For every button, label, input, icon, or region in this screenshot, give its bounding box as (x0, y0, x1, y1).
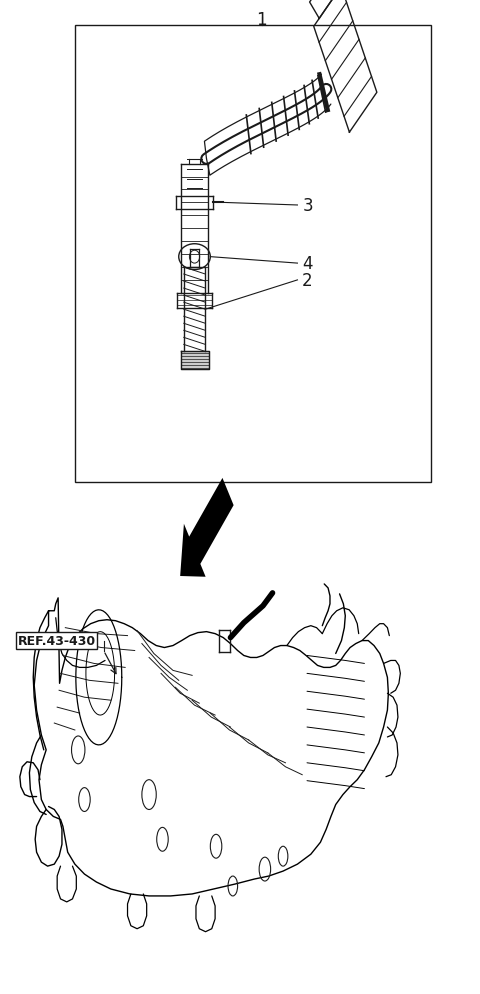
Text: 1: 1 (256, 11, 267, 29)
Polygon shape (180, 352, 208, 370)
Text: 3: 3 (302, 197, 313, 215)
Text: 2: 2 (302, 271, 313, 289)
Polygon shape (180, 478, 234, 578)
Bar (75, 26, 432, 482)
Text: REF.43-430: REF.43-430 (17, 634, 96, 647)
Text: 4: 4 (302, 254, 312, 272)
